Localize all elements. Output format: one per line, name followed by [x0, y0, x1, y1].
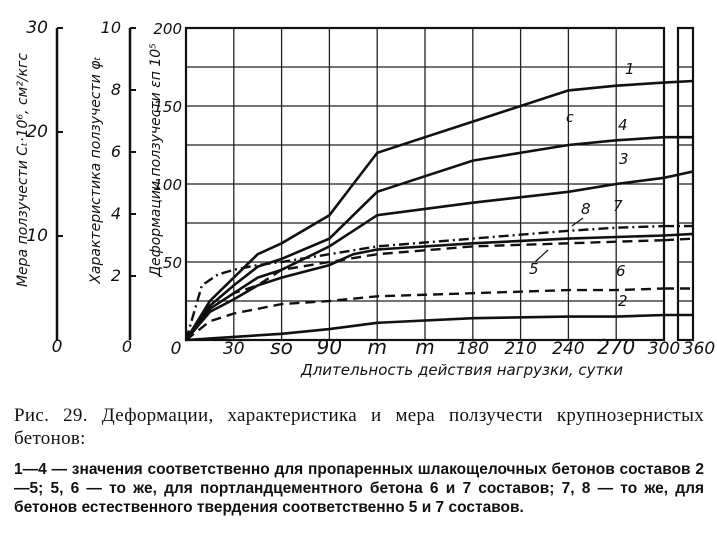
axis-creep-measure-title: Мера ползучести Cₜ·10⁶, см²/кгс	[15, 53, 31, 287]
series-line-5-ext	[663, 232, 694, 237]
x-tick-label: 300	[648, 339, 680, 359]
axis-creep-measure-tick-label: 0	[52, 337, 63, 357]
x-tick-label: m	[415, 335, 434, 359]
axis-creep-deformation-tick-label: 100	[153, 176, 182, 194]
axis-creep-measure-ticks: 30 20 10 0	[26, 18, 63, 357]
axis-creep-measure-tick-label: 30	[26, 18, 48, 38]
series-label-6: 6	[616, 262, 626, 280]
series-label-3: 3	[619, 150, 629, 168]
x-tick-label: 30	[223, 339, 245, 359]
series-label-8: 8	[581, 200, 591, 218]
plot-frame	[184, 26, 695, 342]
series-lines	[184, 79, 694, 342]
grid	[186, 28, 693, 340]
x-tick-label: 240	[552, 339, 584, 359]
leader-line-5	[534, 249, 549, 263]
series-line-5	[185, 234, 665, 341]
series-line-8	[184, 224, 665, 341]
series-line-7	[185, 239, 665, 341]
x-tick-label: so	[270, 335, 293, 359]
axis-creep-characteristic-tick-label: 10	[101, 18, 121, 37]
x-tick-label: m	[367, 335, 386, 359]
caption-legend: 1—4 — значения соответственно для пропар…	[14, 461, 704, 516]
axis-creep-characteristic-title: Характеристика ползучести φₜ	[88, 56, 104, 284]
series-line-4	[184, 135, 665, 341]
series-line-3	[184, 176, 665, 341]
axis-creep-characteristic-tick-label: 2	[111, 266, 121, 285]
x-tick-label: 270	[597, 335, 635, 359]
x-axis-title: Длительность действия нагрузки, сутки	[300, 361, 623, 379]
series-label-1: 1	[625, 60, 635, 78]
series-line-7-ext	[663, 237, 694, 242]
x-tick-label: 90	[317, 335, 342, 359]
axis-creep-characteristic-tick-label: 8	[111, 80, 121, 99]
axis-creep-characteristic-tick-label: 4	[111, 204, 121, 223]
figure-caption: Рис. 29. Деформации, характеристика и ме…	[14, 404, 704, 517]
stray-mark: с	[566, 110, 574, 126]
series-line-1	[184, 81, 665, 341]
x-tick-origin: 0	[171, 339, 182, 359]
x-tick-labels: 30 so 90 m m 180 210 240 270 300 360 0	[171, 335, 716, 359]
axis-creep-characteristic-ticks: 10 8 6 4 2 0	[101, 18, 136, 356]
series-line-6	[185, 287, 665, 341]
x-tick-label: 210	[504, 339, 536, 359]
plot-frame-extension	[676, 26, 695, 342]
axis-creep-characteristic-tick-label: 6	[111, 142, 121, 161]
x-tick-label: 360	[683, 339, 715, 359]
x-tick-label: 180	[457, 339, 489, 359]
series-label-2: 2	[618, 292, 628, 310]
axis-creep-characteristic-tick-label: 0	[122, 337, 132, 356]
axis-creep-measure-tick-label: 10	[26, 226, 48, 246]
axis-creep-deformation-ticks: 200 150 100 50	[153, 20, 182, 272]
series-line-2	[185, 313, 665, 342]
series-labels: 1 4 3 8 7 5 6 2	[529, 60, 635, 310]
series-label-5: 5	[529, 260, 539, 278]
axis-creep-deformation-tick-label: 150	[153, 98, 182, 116]
series-label-4: 4	[618, 116, 628, 134]
axis-creep-measure-tick-label: 20	[26, 122, 48, 142]
series-label-7: 7	[613, 197, 623, 215]
axis-creep-deformation-title: Деформации ползучести εп 10⁵	[148, 43, 164, 278]
leader-line-8	[571, 217, 584, 227]
axis-creep-deformation-tick-label: 200	[153, 20, 182, 38]
caption-title: Рис. 29. Деформации, характеристика и ме…	[14, 405, 704, 449]
series-line-3-ext	[663, 170, 694, 180]
axis-creep-deformation-tick-label: 50	[163, 254, 182, 272]
plot-frame-main	[184, 26, 666, 342]
series-line-1-ext	[663, 79, 694, 84]
